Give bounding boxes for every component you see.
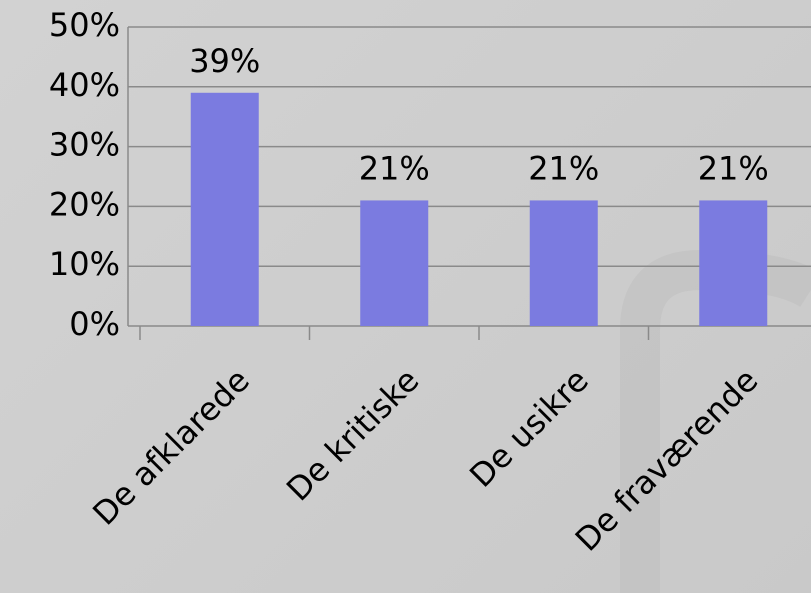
x-tick-label: De fraværende <box>568 361 766 559</box>
y-tick-label: 50% <box>49 6 120 44</box>
x-tick-label: De usikre <box>462 361 596 495</box>
bar <box>190 92 259 326</box>
y-tick-label: 40% <box>49 66 120 104</box>
value-label: 21% <box>359 149 430 187</box>
y-tick-label: 0% <box>69 305 120 343</box>
value-label: 21% <box>528 149 599 187</box>
y-tick-label: 30% <box>49 126 120 164</box>
x-tick-label: De afklarede <box>85 361 257 533</box>
bar <box>529 200 598 326</box>
y-tick-label: 10% <box>49 245 120 283</box>
y-tick-label: 20% <box>49 185 120 223</box>
bar <box>360 200 429 326</box>
value-label: 21% <box>698 149 769 187</box>
x-tick-label: De kritiske <box>279 361 426 508</box>
value-label: 39% <box>189 42 260 80</box>
bar <box>699 200 768 326</box>
